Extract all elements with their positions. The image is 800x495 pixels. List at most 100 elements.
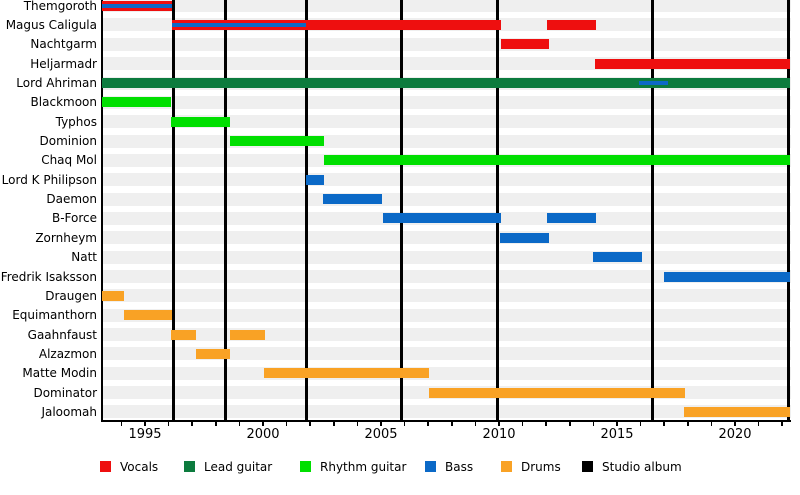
row-guide-band <box>102 270 791 283</box>
member-name-label: Typhos <box>55 114 97 129</box>
x-axis-tick <box>403 422 406 426</box>
timeline-bar-drums <box>195 348 230 359</box>
legend-label-bass: Bass <box>445 460 474 474</box>
member-name-label: Dominion <box>39 134 98 149</box>
member-name-label: Equimanthorn <box>12 308 97 323</box>
row-guide-band <box>102 328 791 342</box>
timeline-bar-bass <box>664 271 791 282</box>
member-name-label: Matte Modin <box>22 366 97 381</box>
member-name-label: Natt <box>71 250 97 265</box>
timeline-bar-vocals <box>594 58 791 69</box>
member-name-label: Dominator <box>33 385 97 400</box>
legend-swatch-rhythm_guitar <box>300 461 311 472</box>
x-axis-tick <box>262 422 264 426</box>
timeline-bar-bass <box>500 232 549 243</box>
legend-label-studio_album: Studio album <box>602 460 682 474</box>
row-guide-band <box>102 192 791 206</box>
x-axis-tick <box>663 422 665 426</box>
plot-left-border <box>101 0 103 420</box>
x-axis-tick <box>167 422 170 426</box>
x-axis-tick-label: 2000 <box>246 427 280 442</box>
x-axis-tick-label: 1995 <box>128 427 162 442</box>
timeline-bar-drums <box>684 406 791 417</box>
x-axis-tick <box>639 422 642 426</box>
x-axis-tick <box>285 422 288 426</box>
row-guide-band <box>102 308 791 322</box>
timeline-bar-drums <box>123 310 173 321</box>
member-name-label: Fredrik Isaksson <box>0 269 97 284</box>
timeline-bar-drums <box>229 329 266 340</box>
x-axis-tick <box>333 422 335 426</box>
legend-label-rhythm_guitar: Rhythm guitar <box>320 460 407 474</box>
row-guide-band <box>102 0 791 13</box>
studio-album-line <box>171 0 175 420</box>
x-axis-tick <box>120 422 123 426</box>
legend-label-drums: Drums <box>521 460 561 474</box>
x-axis-tick <box>734 422 736 426</box>
x-axis-tick <box>498 422 500 426</box>
x-axis-tick-label: 2015 <box>600 427 634 442</box>
timeline-stripe-bass <box>639 81 668 85</box>
timeline-bar-vocals <box>501 39 549 50</box>
x-axis-tick <box>451 422 453 426</box>
timeline-bar-drums <box>170 329 196 340</box>
member-name-label: Blackmoon <box>30 95 97 110</box>
legend-swatch-vocals <box>100 461 111 472</box>
studio-album-line <box>400 0 404 420</box>
timeline-bar-rhythm_guitar <box>170 116 230 127</box>
x-axis-tick <box>474 422 477 426</box>
row-guide-band <box>102 95 791 109</box>
member-name-label: Nachtgarm <box>30 37 97 52</box>
x-axis-tick <box>521 422 524 426</box>
timeline-bar-bass <box>547 213 596 224</box>
timeline-bar-bass <box>323 194 383 205</box>
x-axis-tick <box>592 422 595 426</box>
member-name-label: Daemon <box>46 192 97 207</box>
timeline-bar-bass <box>593 252 642 263</box>
member-name-label: Alzazmon <box>38 346 97 361</box>
row-guide-band <box>102 366 791 380</box>
x-axis-tick <box>569 422 571 426</box>
timeline-bar-rhythm_guitar <box>324 155 791 166</box>
x-axis-tick-label: 2020 <box>718 427 752 442</box>
legend-swatch-drums <box>501 461 512 472</box>
studio-album-line <box>223 0 227 420</box>
member-name-label: Gaahnfaust <box>27 327 97 342</box>
x-axis-tick <box>356 422 359 426</box>
timeline-stripe-bass <box>172 22 307 27</box>
row-guide-band <box>102 289 791 303</box>
timeline-bar-vocals <box>547 19 596 30</box>
x-axis-tick <box>380 422 382 426</box>
member-name-label: Lord Ahriman <box>16 76 97 90</box>
x-axis-tick <box>710 422 713 426</box>
legend-swatch-lead_guitar <box>184 461 195 472</box>
x-axis-tick <box>781 422 783 426</box>
studio-album-line <box>650 0 654 420</box>
member-name-label: Magus Caligula <box>5 17 97 32</box>
legend-swatch-studio_album <box>582 461 593 472</box>
x-axis-tick <box>144 422 146 426</box>
x-axis-tick <box>616 422 618 426</box>
x-axis-tick <box>757 422 760 426</box>
x-axis-tick-label: 2005 <box>364 427 398 442</box>
studio-album-line <box>786 0 790 420</box>
member-name-label: Lord K Philipson <box>1 172 97 187</box>
row-guide-band <box>102 347 791 361</box>
legend-label-vocals: Vocals <box>120 460 159 474</box>
studio-album-line <box>496 0 500 420</box>
timeline-bar-rhythm_guitar <box>229 136 325 147</box>
member-name-label: Draugen <box>45 288 97 303</box>
member-name-label: Heljarmadr <box>30 56 97 71</box>
studio-album-line <box>304 0 308 420</box>
row-guide-band <box>102 173 791 187</box>
member-name-label: B-Force <box>51 211 97 226</box>
member-name-label: Themgoroth <box>23 0 97 13</box>
timeline-stripe-bass <box>101 3 173 8</box>
x-axis-tick <box>309 422 311 426</box>
row-guide-band <box>102 115 791 129</box>
row-guide-band <box>102 134 791 148</box>
timeline-bar-drums <box>101 290 124 301</box>
x-axis-line <box>101 420 791 422</box>
x-axis-tick <box>427 422 429 426</box>
